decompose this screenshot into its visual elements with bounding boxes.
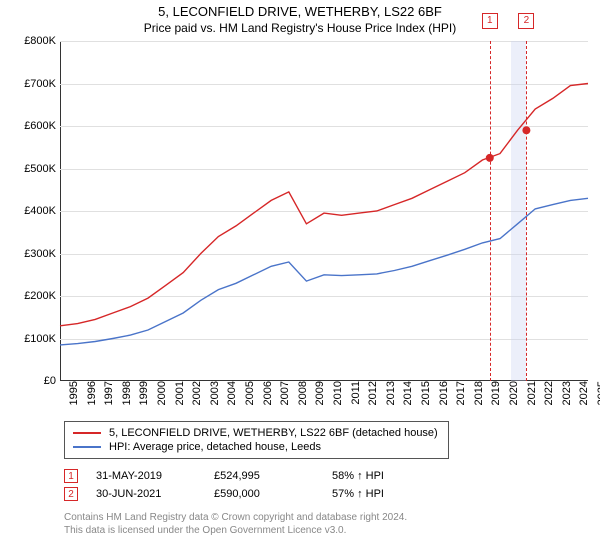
x-axis-label: 2015 [416,381,432,405]
gridline-h [60,254,588,255]
x-axis-label: 2007 [275,381,291,405]
x-axis-label: 2012 [363,381,379,405]
marker-vline [490,41,491,381]
x-axis-label: 2021 [522,381,538,405]
marker-number-box: 1 [482,13,498,29]
marker-vline [526,41,527,381]
legend-swatch [73,446,101,448]
x-axis-label: 2019 [486,381,502,405]
x-axis-label: 2005 [240,381,256,405]
sale-markers-table: 1 31-MAY-2019 £524,995 58% ↑ HPI 2 30-JUN-202… [64,467,592,503]
marker-row: 1 31-MAY-2019 £524,995 58% ↑ HPI [64,467,592,485]
y-axis-label: £600K [24,120,60,132]
x-axis-label: 2011 [346,381,362,405]
x-axis-label: 2024 [574,381,590,405]
legend: 5, LECONFIELD DRIVE, WETHERBY, LS22 6BF … [64,421,449,459]
y-axis-label: £0 [44,375,60,387]
chart-subtitle: Price paid vs. HM Land Registry's House … [8,21,592,35]
y-axis-label: £500K [24,163,60,175]
x-axis-label: 1999 [134,381,150,405]
chart-container: 5, LECONFIELD DRIVE, WETHERBY, LS22 6BF … [0,0,600,537]
legend-label: 5, LECONFIELD DRIVE, WETHERBY, LS22 6BF … [109,427,438,439]
y-axis-label: £400K [24,205,60,217]
x-axis-label: 2018 [469,381,485,405]
x-axis-label: 2006 [258,381,274,405]
y-axis-label: £300K [24,248,60,260]
x-axis-label: 2017 [451,381,467,405]
x-axis-label: 2004 [222,381,238,405]
gridline-h [60,296,588,297]
y-axis-label: £800K [24,35,60,47]
x-axis-label: 2003 [205,381,221,405]
footer-line-1: Contains HM Land Registry data © Crown c… [64,511,592,524]
marker-row: 2 30-JUN-2021 £590,000 57% ↑ HPI [64,485,592,503]
marker-price: £524,995 [214,470,314,482]
footer-line-2: This data is licensed under the Open Gov… [64,524,592,537]
marker-price: £590,000 [214,488,314,500]
plot-area: £0£100K£200K£300K£400K£500K£600K£700K£80… [60,41,588,381]
x-axis-label: 2023 [557,381,573,405]
marker-date: 30-JUN-2021 [96,488,196,500]
marker-delta: 57% ↑ HPI [332,488,432,500]
x-axis-label: 2020 [504,381,520,405]
x-axis-label: 2010 [328,381,344,405]
marker-band [511,41,527,381]
marker-date: 31-MAY-2019 [96,470,196,482]
sale-marker-dot [522,126,530,134]
y-axis-label: £100K [24,333,60,345]
x-axis-label: 2002 [187,381,203,405]
y-axis-label: £700K [24,78,60,90]
x-axis-label: 2000 [152,381,168,405]
x-axis-label: 2009 [310,381,326,405]
chart-title: 5, LECONFIELD DRIVE, WETHERBY, LS22 6BF [8,4,592,19]
legend-label: HPI: Average price, detached house, Leed… [109,441,321,453]
x-axis-label: 2001 [170,381,186,405]
marker-delta: 58% ↑ HPI [332,470,432,482]
x-axis-label: 1996 [82,381,98,405]
x-axis-label: 1998 [117,381,133,405]
x-axis-label: 2025 [592,381,600,405]
x-axis-label: 1995 [64,381,80,405]
x-axis-label: 2008 [293,381,309,405]
gridline-h [60,211,588,212]
x-axis-label: 2014 [398,381,414,405]
chart-lines [60,41,360,191]
legend-swatch [73,432,101,434]
x-axis-label: 2022 [539,381,555,405]
marker-row-number: 2 [64,487,78,501]
legend-row: 5, LECONFIELD DRIVE, WETHERBY, LS22 6BF … [73,426,438,440]
y-axis-label: £200K [24,290,60,302]
gridline-h [60,339,588,340]
x-axis-label: 2016 [434,381,450,405]
footer: Contains HM Land Registry data © Crown c… [64,511,592,537]
legend-row: HPI: Average price, detached house, Leed… [73,440,438,454]
marker-number-box: 2 [518,13,534,29]
x-axis-label: 2013 [381,381,397,405]
marker-row-number: 1 [64,469,78,483]
sale-marker-dot [486,154,494,162]
x-axis-label: 1997 [99,381,115,405]
